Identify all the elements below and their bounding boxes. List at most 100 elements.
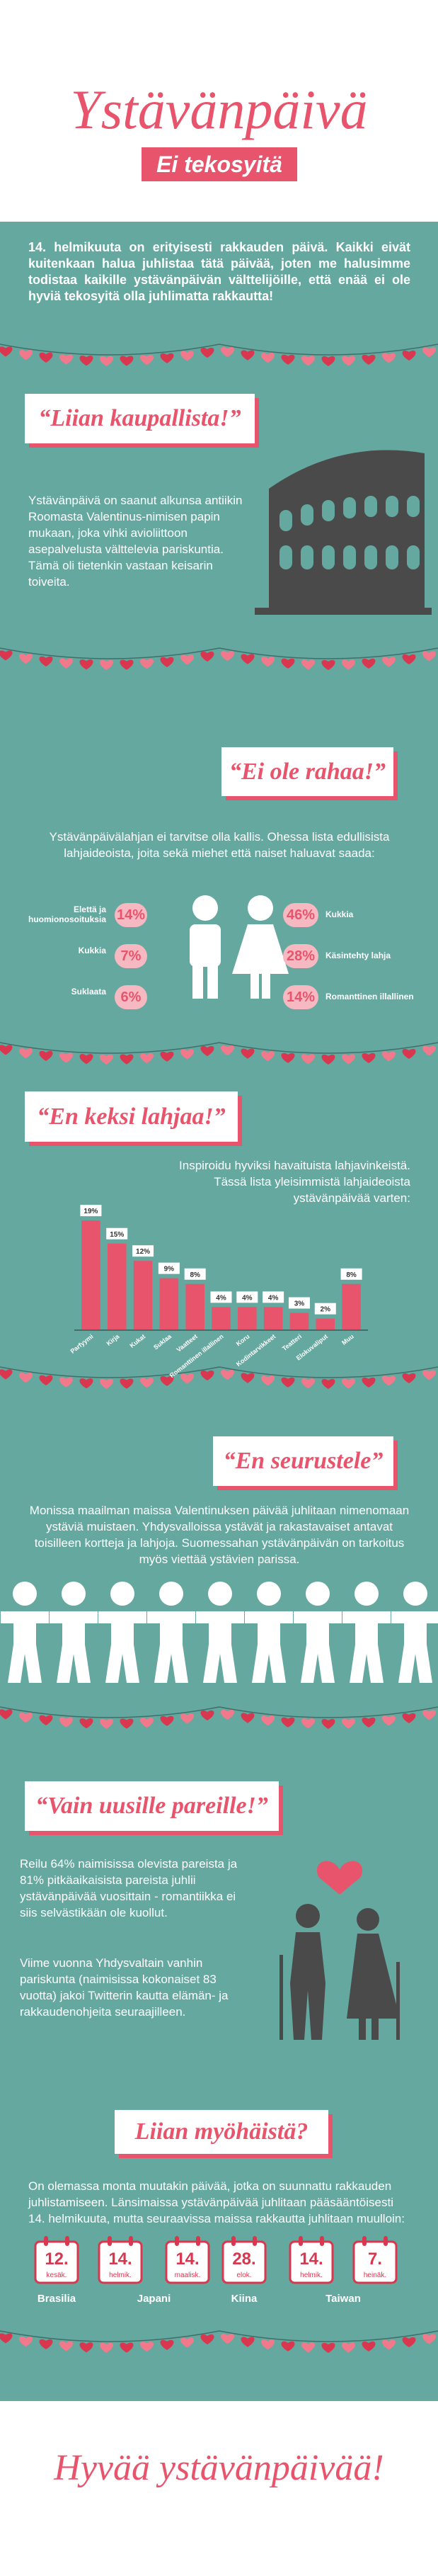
heart	[160, 353, 174, 363]
heart	[402, 1048, 416, 1060]
garland-string	[0, 1366, 438, 1378]
heading: Liian myöhäistä?	[115, 2110, 328, 2154]
heart	[100, 1378, 113, 1389]
heart	[382, 1051, 396, 1062]
heart	[0, 1709, 13, 1720]
heart	[362, 1717, 376, 1728]
heart	[120, 356, 134, 366]
heart	[321, 1378, 335, 1389]
value-label-bg	[236, 1291, 258, 1303]
heart	[180, 2337, 194, 2348]
heart	[59, 2341, 73, 2351]
section-text: Ystävänpäivälahjan ei tarvitse olla kall…	[49, 830, 390, 860]
paper-person	[147, 1582, 195, 1683]
bar	[316, 1318, 335, 1330]
heart	[59, 1717, 73, 1727]
x-tick-label: Vaatteet	[175, 1333, 199, 1354]
heart	[281, 2341, 295, 2351]
calendar-ring	[129, 2236, 133, 2246]
heart	[261, 657, 275, 667]
heart	[39, 2339, 53, 2349]
paper-person	[391, 1582, 438, 1683]
heart	[160, 2339, 174, 2350]
calendar-ring	[108, 2236, 112, 2246]
head	[355, 1582, 379, 1606]
heart	[261, 353, 275, 363]
heart	[382, 353, 396, 363]
heart	[382, 657, 396, 667]
heart	[241, 654, 255, 664]
heart	[221, 650, 234, 662]
garland-string	[0, 647, 438, 659]
body	[98, 1611, 146, 1683]
x-tick-label: Muu	[340, 1333, 355, 1346]
value-label: 3%	[294, 1300, 305, 1308]
header-bg	[0, 0, 438, 222]
heart	[422, 651, 436, 662]
calendar-ring	[362, 2236, 367, 2246]
heart	[301, 356, 315, 366]
heading: “En keksi lahjaa!”	[25, 1091, 238, 1142]
value-label: 4%	[216, 1294, 226, 1302]
calendar-ring	[320, 2236, 324, 2246]
value-label: 19%	[83, 1208, 98, 1215]
heart	[261, 1715, 275, 1726]
bar	[263, 1307, 283, 1330]
calendar-ring	[253, 2236, 257, 2246]
calendar-month: elok.	[236, 2271, 251, 2279]
value-label-bg	[106, 1227, 128, 1239]
gift-percent: 14%	[115, 903, 147, 927]
calendar	[352, 2240, 398, 2284]
calendar	[165, 2240, 210, 2284]
bar	[238, 1307, 257, 1330]
paper-person	[98, 1582, 146, 1683]
calendar-month: kesäk.	[47, 2271, 67, 2279]
calendar-month: heinäk.	[364, 2271, 386, 2279]
heart	[59, 354, 73, 365]
country-name: Taiwan	[325, 2293, 361, 2305]
footer-bg	[0, 2401, 438, 2576]
heart	[79, 659, 93, 670]
heart	[140, 1718, 154, 1728]
country-name: Japani	[137, 2293, 171, 2305]
heart	[100, 1054, 113, 1065]
colosseum	[255, 450, 432, 615]
heart	[241, 350, 255, 361]
heart	[281, 354, 295, 365]
heart	[321, 659, 335, 670]
calendar-ring	[44, 2236, 48, 2246]
heart	[362, 2341, 376, 2352]
section-text: Viime vuonna Yhdysvaltain vanhin parisku…	[20, 1956, 229, 2019]
heart	[402, 350, 416, 361]
heart	[221, 346, 234, 358]
head	[159, 1582, 183, 1606]
heart	[160, 1051, 174, 1062]
footer: Hyvää ystävänpäivää!	[54, 2448, 384, 2488]
heart	[261, 2339, 275, 2350]
heart	[120, 1054, 134, 1065]
calendar-day: 28.	[232, 2249, 255, 2269]
heart	[281, 1717, 295, 1727]
calendar-ring	[65, 2236, 69, 2246]
gift-label: Suklaata	[71, 987, 106, 997]
heading: “Ei ole rahaa!”	[221, 747, 393, 796]
gift-percent: 14%	[283, 985, 318, 1009]
heart	[241, 2337, 255, 2347]
heart	[342, 1378, 355, 1389]
garland-string	[0, 1706, 438, 1718]
heart	[120, 1378, 134, 1389]
calendar-month: helmik.	[109, 2271, 132, 2279]
heart	[59, 658, 73, 669]
heart	[0, 346, 13, 357]
section-text: On olemassa monta muutakin päivää, jotka…	[28, 2179, 405, 2225]
heart	[180, 351, 194, 361]
head	[110, 1582, 134, 1606]
heart	[362, 354, 376, 365]
section-text: Monissa maailman maissa Valentinuksen pä…	[29, 1504, 410, 1566]
calendar-ring	[231, 2236, 236, 2246]
heart	[160, 1715, 174, 1726]
calendar-day: 7.	[368, 2249, 382, 2269]
heart	[321, 1718, 335, 1729]
heart	[281, 1377, 295, 1388]
calendar	[289, 2240, 334, 2284]
